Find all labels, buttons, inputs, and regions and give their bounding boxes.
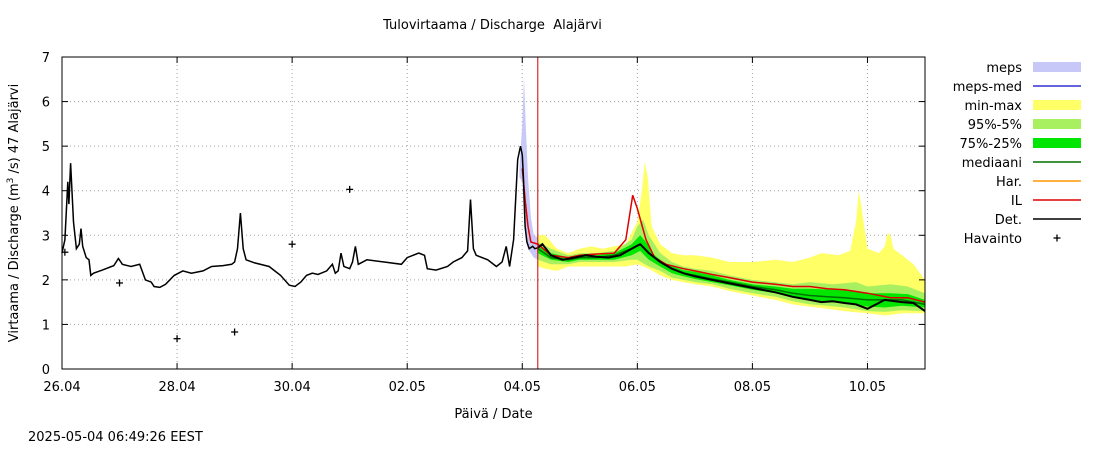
legend-label: 95%-5% [968,118,1022,133]
legend-item-havainto: Havainto [964,232,1061,247]
legend-swatch [1033,138,1081,148]
y-tick-label-7: 7 [42,51,50,66]
legend-item-meps-med: meps-med [953,80,1081,95]
legend-label: Har. [996,175,1022,190]
plot-frame [61,56,926,370]
chart-title: Tulovirtaama / Discharge Alajärvi [383,18,602,33]
legend-item-min-max: min-max [964,99,1081,114]
legend-label: 75%-25% [960,137,1022,152]
x-tick-label-3: 02.05 [389,380,426,395]
legend-item-p95-5: 95%-5% [968,118,1081,133]
observation-point-4 [288,240,296,248]
legend-label: mediaani [962,156,1022,171]
axis-ticks: 26.04 28.04 30.04 02.05 04.05 06.05 08.05 10.05… [42,51,925,395]
y-tick-label-2: 2 [42,274,50,289]
legend-label: min-max [964,99,1022,114]
legend-item-har: Har. [996,175,1081,190]
x-tick-label-6: 08.05 [734,380,771,395]
legend-swatch [1033,119,1081,129]
x-tick-label-4: 04.05 [504,380,541,395]
forecast-bands [519,77,925,316]
x-tick-label-1: 28.04 [158,380,195,395]
det-forecast-line [537,242,926,312]
p75-25-band [537,235,925,308]
x-tick-label-7: 10.05 [849,380,886,395]
observation-point-5 [346,185,354,193]
legend-item-p75-25: 75%-25% [960,137,1081,152]
legend-label: meps [986,61,1022,76]
det-history-line [61,145,539,289]
x-axis-label: Päivä / Date [454,407,533,422]
observations [61,185,354,343]
y-tick-label-6: 6 [42,96,50,111]
observation-point-0 [61,248,69,256]
legend-item-det: Det. [995,213,1081,228]
grid [62,57,925,369]
x-tick-label-2: 30.04 [274,380,311,395]
x-tick-label-5: 06.05 [619,380,656,395]
observation-point-1 [116,279,124,287]
legend-label: Det. [995,213,1022,228]
series-lines [61,57,926,369]
legend-label: IL [1011,194,1023,209]
y-tick-label-5: 5 [42,140,50,155]
min-max-band [537,161,925,316]
y-tick-label-3: 3 [42,229,50,244]
svg-text:Virtaama / Discharge (m3 /s): Virtaama / Discharge (m3 /s) 47 Alajärvi [6,84,22,342]
y-tick-label-0: 0 [42,363,50,378]
legend-swatch [1033,62,1081,72]
timestamp: 2025-05-04 06:49:26 EEST [28,430,203,445]
x-tick-label-0: 26.04 [43,380,80,395]
legend-label: meps-med [953,80,1022,95]
observation-point-2 [173,335,181,343]
legend: meps meps-med min-max 95%-5% 75%-25% mediaani… [953,61,1081,247]
y-tick-label-1: 1 [42,318,50,333]
legend-swatch [1033,100,1081,110]
legend-label: Havainto [964,232,1022,247]
legend-item-mediaani: mediaani [962,156,1081,171]
y-axis-label: Virtaama / Discharge (m3 /s) 47 Alajärvi [6,84,22,342]
legend-item-meps: meps [986,61,1081,76]
observation-point-3 [231,328,239,336]
legend-item-il: IL [1011,194,1081,209]
y-tick-label-4: 4 [42,185,50,200]
